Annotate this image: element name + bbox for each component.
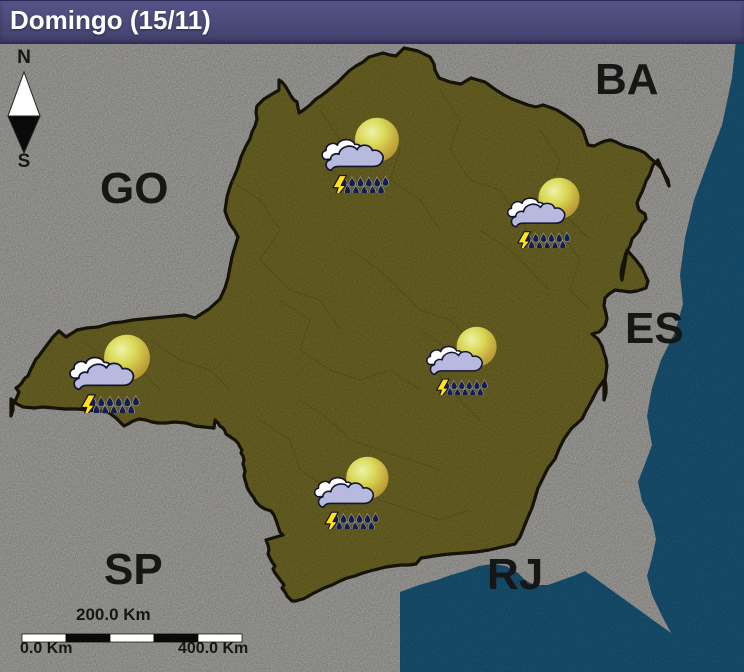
- svg-text:400.0 Km: 400.0 Km: [178, 640, 248, 657]
- svg-text:SP: SP: [104, 545, 163, 594]
- svg-text:RJ: RJ: [487, 550, 543, 599]
- svg-text:BA: BA: [595, 55, 659, 104]
- svg-text:GO: GO: [100, 164, 168, 213]
- svg-text:200.0 Km: 200.0 Km: [76, 605, 151, 624]
- svg-text:ES: ES: [625, 304, 684, 353]
- svg-text:S: S: [18, 151, 31, 172]
- svg-text:N: N: [17, 47, 31, 68]
- svg-text:0.0 Km: 0.0 Km: [20, 640, 72, 657]
